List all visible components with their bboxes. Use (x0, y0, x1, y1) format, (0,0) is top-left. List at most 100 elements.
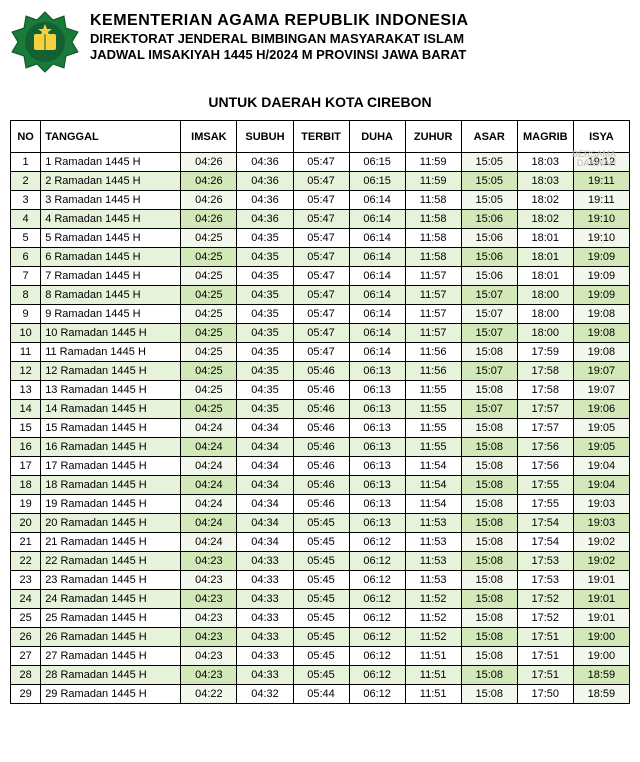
cell-time: 15:08 (461, 533, 517, 552)
table-row: 2828 Ramadan 1445 H04:2304:3305:4506:121… (11, 666, 630, 685)
table-row: 1616 Ramadan 1445 H04:2404:3405:4606:131… (11, 438, 630, 457)
table-row: 33 Ramadan 1445 H04:2604:3605:4706:1411:… (11, 191, 630, 210)
cell-no: 24 (11, 590, 41, 609)
cell-time: 04:23 (181, 666, 237, 685)
cell-time: 15:08 (461, 514, 517, 533)
cell-tanggal: 28 Ramadan 1445 H (41, 666, 181, 685)
cell-time: 11:55 (405, 438, 461, 457)
ministry-title: KEMENTERIAN AGAMA REPUBLIK INDONESIA (90, 12, 630, 30)
cell-no: 26 (11, 628, 41, 647)
cell-time: 04:22 (181, 685, 237, 704)
cell-time: 19:00 (573, 628, 629, 647)
cell-time: 19:07 (573, 362, 629, 381)
cell-time: 19:03 (573, 495, 629, 514)
cell-tanggal: 5 Ramadan 1445 H (41, 229, 181, 248)
cell-time: 19:08 (573, 324, 629, 343)
cell-time: 06:12 (349, 647, 405, 666)
cell-tanggal: 20 Ramadan 1445 H (41, 514, 181, 533)
cell-time: 04:36 (237, 153, 293, 172)
cell-time: 15:08 (461, 666, 517, 685)
cell-time: 11:54 (405, 457, 461, 476)
cell-tanggal: 24 Ramadan 1445 H (41, 590, 181, 609)
cell-time: 19:01 (573, 571, 629, 590)
schedule-table: NOTANGGALIMSAKSUBUHTERBITDUHAZUHURASARMA… (10, 120, 630, 704)
table-row: 77 Ramadan 1445 H04:2504:3505:4706:1411:… (11, 267, 630, 286)
cell-time: 19:04 (573, 457, 629, 476)
cell-time: 18:00 (517, 286, 573, 305)
table-row: 2121 Ramadan 1445 H04:2404:3405:4506:121… (11, 533, 630, 552)
cell-time: 15:08 (461, 609, 517, 628)
cell-time: 06:12 (349, 628, 405, 647)
cell-time: 04:24 (181, 533, 237, 552)
cell-time: 04:33 (237, 666, 293, 685)
cell-no: 3 (11, 191, 41, 210)
cell-time: 15:08 (461, 685, 517, 704)
cell-time: 05:46 (293, 419, 349, 438)
cell-no: 14 (11, 400, 41, 419)
cell-time: 04:33 (237, 609, 293, 628)
directorate-title: DIREKTORAT JENDERAL BIMBINGAN MASYARAKAT… (90, 31, 630, 46)
cell-time: 11:56 (405, 343, 461, 362)
cell-time: 04:34 (237, 457, 293, 476)
cell-time: 04:35 (237, 324, 293, 343)
cell-time: 04:34 (237, 495, 293, 514)
cell-time: 11:57 (405, 267, 461, 286)
cell-time: 04:25 (181, 343, 237, 362)
cell-time: 05:46 (293, 476, 349, 495)
cell-time: 04:25 (181, 286, 237, 305)
cell-no: 8 (11, 286, 41, 305)
table-row: 2222 Ramadan 1445 H04:2304:3305:4506:121… (11, 552, 630, 571)
cell-time: 04:23 (181, 571, 237, 590)
header-text: KEMENTERIAN AGAMA REPUBLIK INDONESIA DIR… (90, 10, 630, 63)
cell-time: 17:50 (517, 685, 573, 704)
cell-time: 04:33 (237, 647, 293, 666)
cell-time: 05:47 (293, 286, 349, 305)
cell-time: 11:52 (405, 590, 461, 609)
cell-time: 06:13 (349, 400, 405, 419)
cell-time: 04:34 (237, 438, 293, 457)
cell-time: 17:58 (517, 381, 573, 400)
cell-time: 11:54 (405, 495, 461, 514)
cell-time: 04:25 (181, 229, 237, 248)
cell-time: 04:26 (181, 172, 237, 191)
cell-time: 18:59 (573, 685, 629, 704)
cell-time: 15:05 (461, 153, 517, 172)
cell-time: 06:12 (349, 590, 405, 609)
table-row: 1414 Ramadan 1445 H04:2504:3505:4606:131… (11, 400, 630, 419)
cell-time: 05:47 (293, 229, 349, 248)
cell-no: 27 (11, 647, 41, 666)
cell-time: 15:08 (461, 495, 517, 514)
cell-tanggal: 13 Ramadan 1445 H (41, 381, 181, 400)
column-header: ISYA (573, 121, 629, 153)
header: KEMENTERIAN AGAMA REPUBLIK INDONESIA DIR… (10, 10, 630, 80)
cell-time: 19:11 (573, 191, 629, 210)
cell-time: 19:11 (573, 172, 629, 191)
cell-time: 05:46 (293, 400, 349, 419)
cell-time: 05:47 (293, 248, 349, 267)
cell-time: 04:24 (181, 457, 237, 476)
cell-no: 25 (11, 609, 41, 628)
watermark: BERSAMADAKWAH (572, 150, 616, 168)
cell-time: 18:01 (517, 229, 573, 248)
cell-tanggal: 12 Ramadan 1445 H (41, 362, 181, 381)
cell-time: 18:59 (573, 666, 629, 685)
cell-time: 05:45 (293, 514, 349, 533)
cell-tanggal: 25 Ramadan 1445 H (41, 609, 181, 628)
cell-time: 04:35 (237, 248, 293, 267)
cell-time: 11:59 (405, 153, 461, 172)
cell-time: 04:35 (237, 267, 293, 286)
table-row: 1919 Ramadan 1445 H04:2404:3405:4606:131… (11, 495, 630, 514)
cell-tanggal: 23 Ramadan 1445 H (41, 571, 181, 590)
column-header: ASAR (461, 121, 517, 153)
cell-time: 04:35 (237, 305, 293, 324)
table-row: 2020 Ramadan 1445 H04:2404:3405:4506:131… (11, 514, 630, 533)
cell-time: 11:58 (405, 191, 461, 210)
cell-time: 06:15 (349, 172, 405, 191)
cell-time: 17:53 (517, 571, 573, 590)
cell-time: 17:53 (517, 552, 573, 571)
cell-time: 06:12 (349, 609, 405, 628)
cell-time: 04:35 (237, 286, 293, 305)
cell-time: 19:10 (573, 229, 629, 248)
table-row: 2626 Ramadan 1445 H04:2304:3305:4506:121… (11, 628, 630, 647)
cell-time: 19:02 (573, 533, 629, 552)
